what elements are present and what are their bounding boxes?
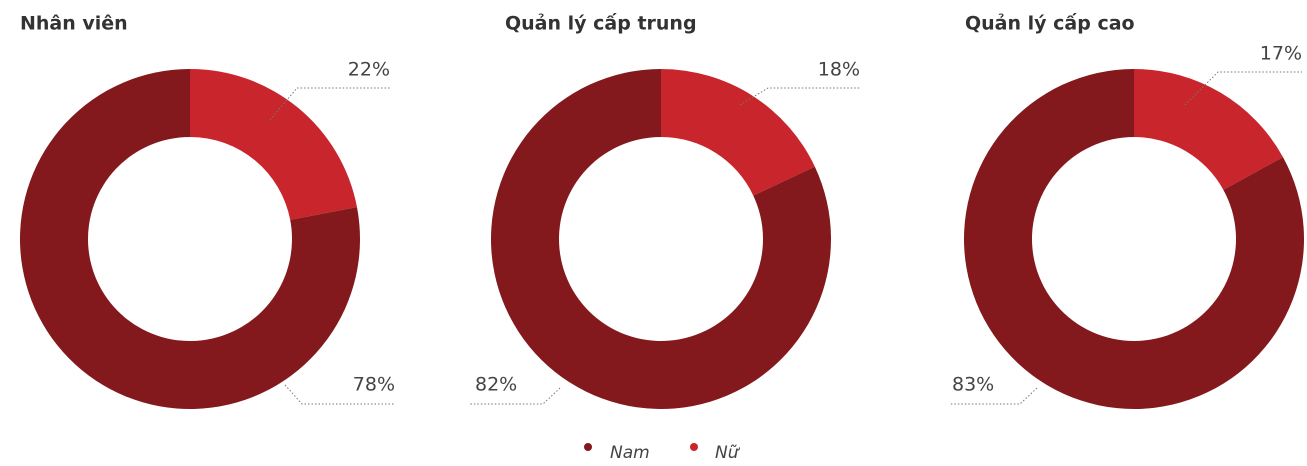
chart-title: Quản lý cấp cao [965, 12, 1135, 35]
data-label: 83% [952, 374, 994, 396]
leader-line [739, 87, 860, 106]
leader-line [950, 387, 1038, 405]
donut-slice [491, 69, 832, 409]
donut-slice [964, 69, 1304, 410]
legend-label: Nam [610, 443, 650, 463]
leader-line [1184, 71, 1302, 106]
donut-slice [190, 69, 357, 220]
donut-slice [661, 69, 815, 196]
leader-line [284, 384, 395, 405]
legend-marker [584, 443, 592, 451]
donut-slice [1134, 69, 1283, 190]
data-label: 17% [1260, 43, 1302, 65]
data-label: 18% [818, 59, 860, 81]
leader-line [470, 387, 561, 405]
donut-slice [19, 69, 360, 409]
data-label: 82% [475, 374, 517, 396]
chart-title: Quản lý cấp trung [505, 12, 697, 35]
chart-title: Nhân viên [20, 13, 128, 35]
data-label: 78% [353, 374, 395, 396]
legend-label: Nữ [715, 443, 741, 463]
legend-marker [690, 443, 698, 451]
data-label: 22% [348, 59, 390, 81]
